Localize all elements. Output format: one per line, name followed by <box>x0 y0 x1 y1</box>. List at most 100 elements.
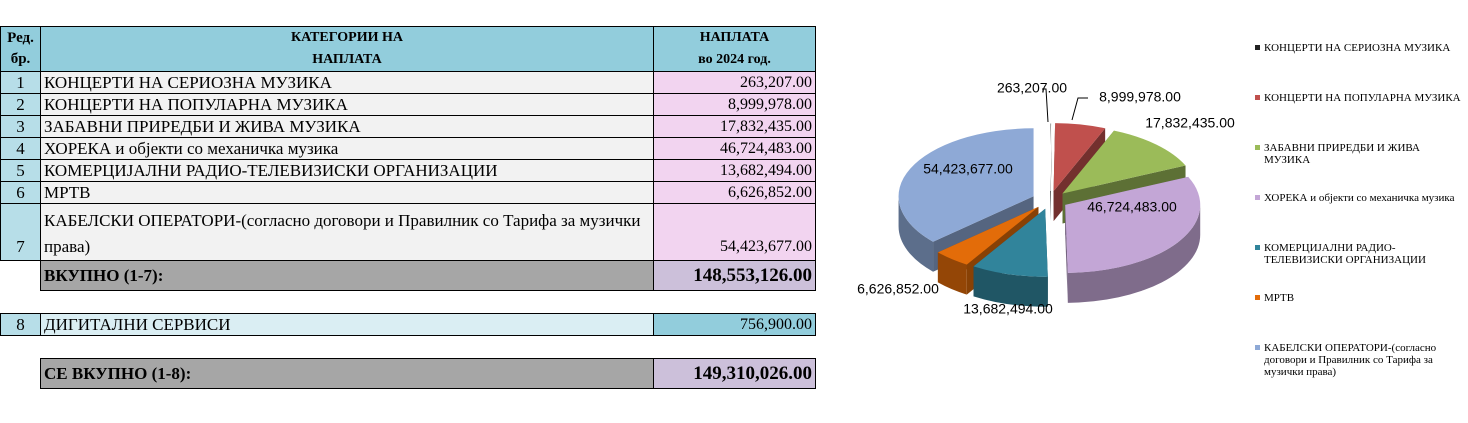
cell: КОНЦЕРТИ НА СЕРИОЗНА МУЗИКА <box>40 71 654 94</box>
header-cell: Ред. бр. <box>0 26 41 72</box>
leader-line <box>1042 88 1049 123</box>
leader-line <box>1071 97 1088 121</box>
legend-swatch <box>1255 95 1260 100</box>
header-row: Ред. бр. КАТЕГОРИИ НА НАПЛАТА НАПЛАТА во 2024… <box>0 26 816 72</box>
cell: 5 <box>0 159 41 182</box>
header-line: НАПЛАТА <box>312 52 382 67</box>
header-line: бр. <box>10 51 31 67</box>
header-line: КАТЕГОРИИ НА <box>291 30 403 45</box>
data-label: 54,423,677.00 <box>923 161 1013 177</box>
cell: 13,682,494.00 <box>653 159 816 182</box>
slice <box>1049 122 1053 221</box>
cell: 6 <box>0 181 41 204</box>
cell: ХОРЕКА и објекти со механичка музика <box>40 137 654 160</box>
legend-swatch <box>1255 295 1260 300</box>
legend-swatch <box>1255 345 1260 350</box>
data-label: 8,999,978.00 <box>1099 89 1181 105</box>
cell: МРТВ <box>40 181 654 204</box>
cell: ЗАБАВНИ ПРИРЕДБИ И ЖИВА МУЗИКА <box>40 115 654 138</box>
cell: ДИГИТАЛНИ СЕРВИСИ <box>40 313 654 336</box>
legend-item: ЗАБАВНИ ПРИРЕДБИ И ЖИВА МУЗИКА <box>1255 142 1464 166</box>
slice-top <box>898 128 1034 242</box>
cell: КОМЕРЦИЈАЛНИ РАДИО-ТЕЛЕВИЗИСКИ ОРГАНИЗАЦ… <box>40 159 654 182</box>
legend-label: КОНЦЕРТИ НА ПОПУЛАРНА МУЗИКА <box>1264 92 1461 104</box>
table-row: 1 КОНЦЕРТИ НА СЕРИОЗНА МУЗИКА 263,207.00 <box>0 71 816 94</box>
cell: ВКУПНО (1-7): <box>40 260 654 291</box>
cell: 8 <box>0 313 41 336</box>
pie-chart: 263,207.00 8,999,978.00 17,832,435.00 46,72… <box>857 80 1235 317</box>
cell: 756,900.00 <box>653 313 816 336</box>
header-cell: КАТЕГОРИИ НА НАПЛАТА <box>40 26 654 72</box>
slice-wall <box>937 252 967 295</box>
cell: 1 <box>0 71 41 94</box>
data-label: 46,724,483.00 <box>1087 199 1177 215</box>
total-row: ВКУПНО (1-7): 148,553,126.00 <box>0 260 816 291</box>
table-row: 6 МРТВ 6,626,852.00 <box>0 181 816 204</box>
slice-top <box>1062 130 1186 194</box>
slice-top <box>1065 176 1201 273</box>
legend-label: КОНЦЕРТИ НА СЕРИОЗНА МУЗИКА <box>1264 42 1451 54</box>
legend-swatch <box>1255 45 1260 50</box>
cell: 4 <box>0 137 41 160</box>
slice <box>973 208 1048 307</box>
data-label: 263,207.00 <box>997 80 1067 96</box>
cell: 17,832,435.00 <box>653 115 816 138</box>
slice <box>1065 176 1201 303</box>
cell: 148,553,126.00 <box>653 260 816 291</box>
legend-item: ХОРЕКА и објекти со механичка музика <box>1255 192 1464 204</box>
table-row: 4 ХОРЕКА и објекти со механичка музика 46,… <box>0 137 816 160</box>
gap-cell <box>0 290 816 314</box>
header-cell: НАПЛАТА во 2024 год. <box>653 26 816 72</box>
gap-cell <box>0 335 816 359</box>
legend-swatch <box>1255 195 1260 200</box>
cell: 46,724,483.00 <box>653 137 816 160</box>
slice-wall <box>973 266 1048 307</box>
data-label: 13,682,494.00 <box>963 301 1053 317</box>
gap <box>0 290 816 314</box>
slice-top <box>1053 123 1106 192</box>
table-row: 5 КОМЕРЦИЈАЛНИ РАДИО-ТЕЛЕВИЗИСКИ ОРГАНИЗА… <box>0 159 816 182</box>
legend-item: КОМЕРЦИЈАЛНИ РАДИО-ТЕЛЕВИЗИСКИ ОРГАНИЗАЦ… <box>1255 242 1464 266</box>
legend-label: КАБЕЛСКИ ОПЕРАТОРИ-(согласно договори и … <box>1264 342 1437 378</box>
legend-label: ХОРЕКА и објекти со механичка музика <box>1264 192 1455 204</box>
gap <box>0 335 816 359</box>
cell: 3 <box>0 115 41 138</box>
slice-wall <box>1067 204 1201 303</box>
legend-label: КОМЕРЦИЈАЛНИ РАДИО-ТЕЛЕВИЗИСКИ ОРГАНИЗАЦ… <box>1264 242 1426 266</box>
slice-side <box>1065 204 1068 303</box>
table: Ред. бр. КАТЕГОРИИ НА НАПЛАТА НАПЛАТА во 2024… <box>0 26 816 389</box>
legend-item: КОНЦЕРТИ НА ПОПУЛАРНА МУЗИКА <box>1255 92 1464 104</box>
legend-swatch <box>1255 145 1260 150</box>
total-row: СЕ ВКУПНО (1-8): 149,310,026.00 <box>0 358 816 389</box>
slice-wall <box>898 196 934 272</box>
cell: 7 <box>0 203 41 261</box>
table-row: 7 КАБЕЛСКИ ОПЕРАТОРИ-(согласно договори и… <box>0 203 816 261</box>
slice-top <box>937 206 1039 265</box>
table-row: 3 ЗАБАВНИ ПРИРЕДБИ И ЖИВА МУЗИКА 17,832,43… <box>0 115 816 138</box>
slice-top <box>1049 122 1053 191</box>
legend-item: КОНЦЕРТИ НА СЕРИОЗНА МУЗИКА <box>1255 42 1464 54</box>
table-row: 8 ДИГИТАЛНИ СЕРВИСИ 756,900.00 <box>0 313 816 336</box>
table-row: 2 КОНЦЕРТИ НА ПОПУЛАРНА МУЗИКА 8,999,978.0… <box>0 93 816 116</box>
legend-swatch <box>1255 245 1260 250</box>
data-label: 6,626,852.00 <box>857 281 939 297</box>
cell: 6,626,852.00 <box>653 181 816 204</box>
header-line: НАПЛАТА <box>699 30 770 45</box>
cell <box>0 358 41 389</box>
cell: 263,207.00 <box>653 71 816 94</box>
legend-item: КАБЕЛСКИ ОПЕРАТОРИ-(согласно договори и … <box>1255 342 1464 378</box>
data-label: 17,832,435.00 <box>1145 115 1235 131</box>
slice-top <box>973 208 1048 277</box>
cell <box>0 260 41 291</box>
cell: СЕ ВКУПНО (1-8): <box>40 358 654 389</box>
cell: 149,310,026.00 <box>653 358 816 389</box>
legend-item: МРТВ <box>1255 292 1464 304</box>
cell: КАБЕЛСКИ ОПЕРАТОРИ-(согласно договори и … <box>40 203 654 261</box>
header-line: Ред. <box>7 30 34 46</box>
legend-label: ЗАБАВНИ ПРИРЕДБИ И ЖИВА МУЗИКА <box>1264 142 1420 166</box>
cell: 54,423,677.00 <box>653 203 816 261</box>
cell: 8,999,978.00 <box>653 93 816 116</box>
cell: КОНЦЕРТИ НА ПОПУЛАРНА МУЗИКА <box>40 93 654 116</box>
legend-label: МРТВ <box>1264 292 1295 304</box>
